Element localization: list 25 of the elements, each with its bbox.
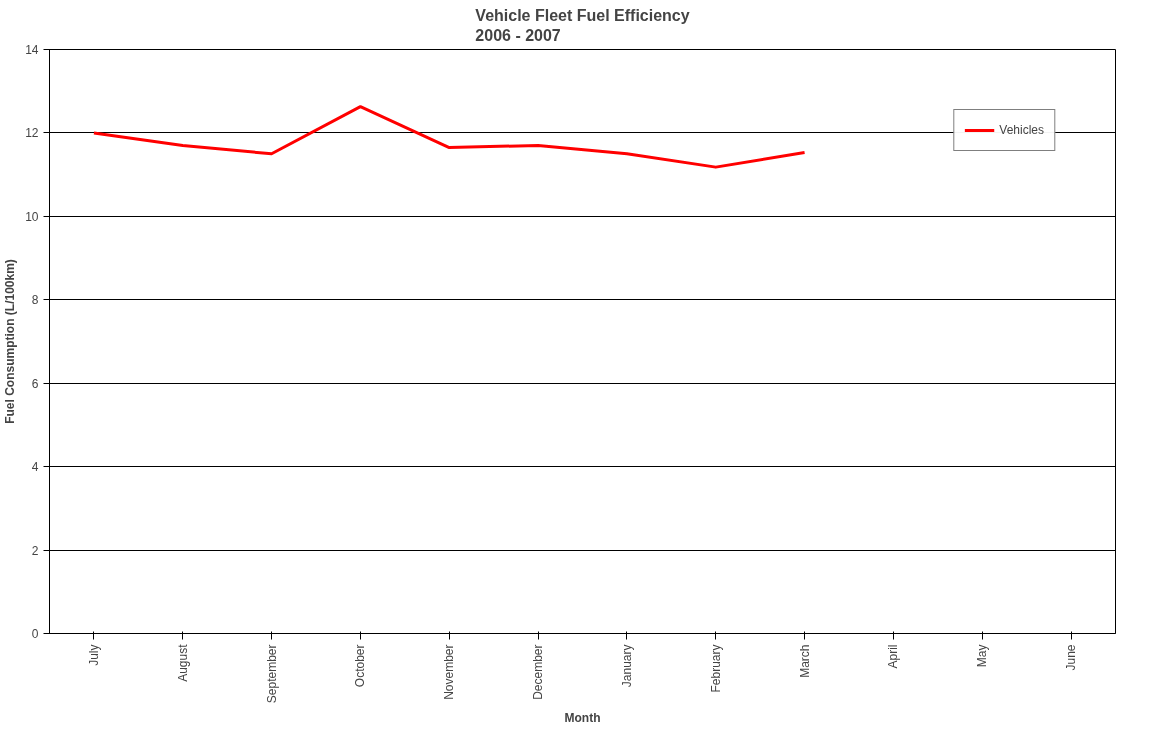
legend-label: Vehicles — [999, 123, 1044, 137]
y-tick-label: 4 — [31, 460, 39, 475]
y-tick-label: 10 — [25, 209, 39, 224]
line-series — [92, 105, 807, 169]
x-axis-title: Month — [564, 711, 601, 726]
x-tick-label: January — [619, 644, 634, 688]
y-tick-label: 6 — [31, 376, 39, 391]
y-tick-label: 0 — [31, 627, 39, 641]
x-tick-label: November — [442, 644, 457, 700]
x-tick-label: December — [531, 644, 546, 700]
y-tick-label: 8 — [31, 293, 39, 308]
x-tick-label: June — [1064, 644, 1079, 671]
x-tick-label: October — [353, 644, 368, 688]
x-tick-label: September — [264, 644, 279, 704]
x-tick-label: July — [86, 644, 101, 666]
x-tick-label: April — [886, 644, 901, 669]
x-tick-label: August — [175, 643, 190, 682]
chart-title: Vehicle Fleet Fuel Efficiency 2006 - 2007 — [475, 7, 690, 45]
y-tick-label: 14 — [25, 43, 39, 57]
y-axis-title: Fuel Consumption (L/100km) — [3, 259, 18, 424]
y-tick-label: 2 — [31, 543, 39, 558]
x-tick-label: May — [975, 644, 990, 668]
x-tick-label: March — [797, 644, 812, 678]
y-tick-label: 12 — [25, 126, 39, 141]
x-tick-label: February — [708, 644, 723, 693]
